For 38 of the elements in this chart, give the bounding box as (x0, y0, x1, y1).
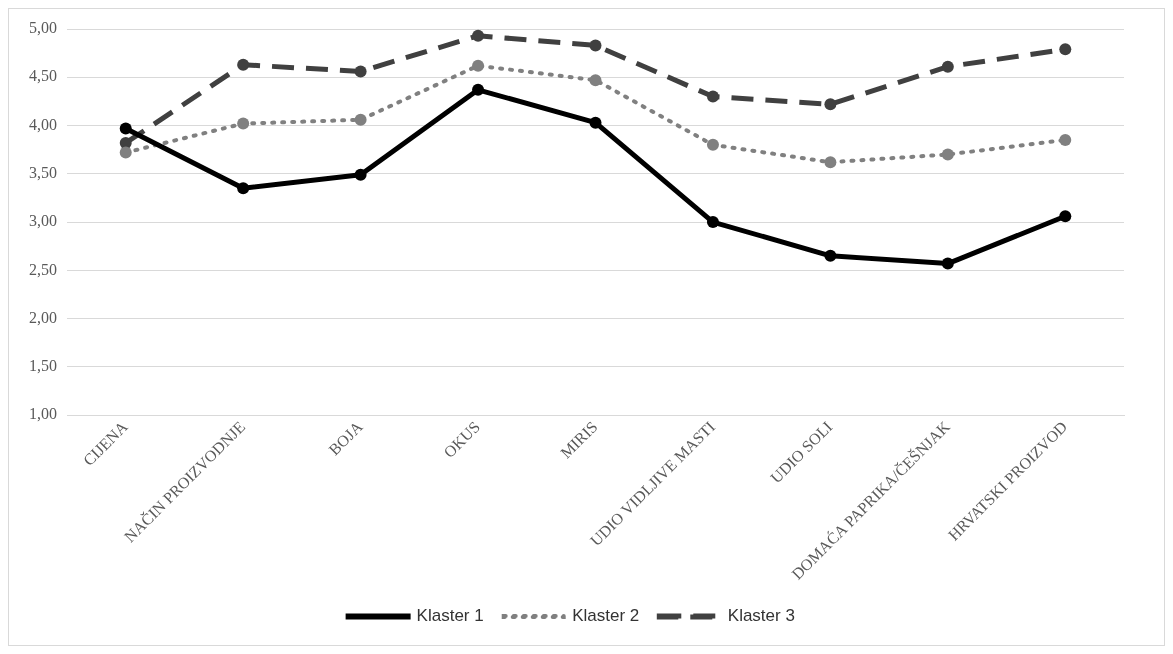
point (354, 168, 367, 181)
legend-label: Klaster 2 (572, 606, 640, 626)
point (237, 117, 250, 130)
y-tick-label: 4,50 (29, 67, 57, 85)
y-tick-label: 3,50 (29, 164, 57, 181)
y-tick-label: 4,00 (29, 115, 57, 133)
point (589, 74, 602, 87)
y-tick-label: 5,00 (29, 19, 57, 37)
point (1059, 43, 1072, 56)
point (589, 116, 602, 129)
point (119, 122, 132, 135)
y-tick-label: 2,50 (29, 260, 57, 278)
point (472, 59, 485, 72)
point (589, 39, 602, 52)
point (472, 29, 485, 42)
point (354, 113, 367, 126)
y-tick-label: 3,00 (29, 212, 57, 230)
point (354, 65, 367, 78)
point (941, 257, 954, 270)
point (824, 156, 837, 169)
y-tick-label: 1,00 (29, 405, 57, 423)
y-tick-label: 1,50 (29, 357, 57, 375)
y-tick-label: 2,00 (29, 308, 57, 326)
point (237, 58, 250, 71)
point (824, 98, 837, 111)
point (941, 148, 954, 161)
point (706, 216, 719, 229)
point (1059, 134, 1072, 147)
point (472, 83, 485, 96)
legend-label: Klaster 1 (416, 606, 484, 626)
point (706, 138, 719, 151)
legend-label: Klaster 3 (727, 606, 795, 626)
point (941, 60, 954, 73)
point (119, 146, 132, 159)
point (824, 249, 837, 262)
point (1059, 210, 1072, 223)
point (237, 182, 250, 195)
point (706, 90, 719, 103)
